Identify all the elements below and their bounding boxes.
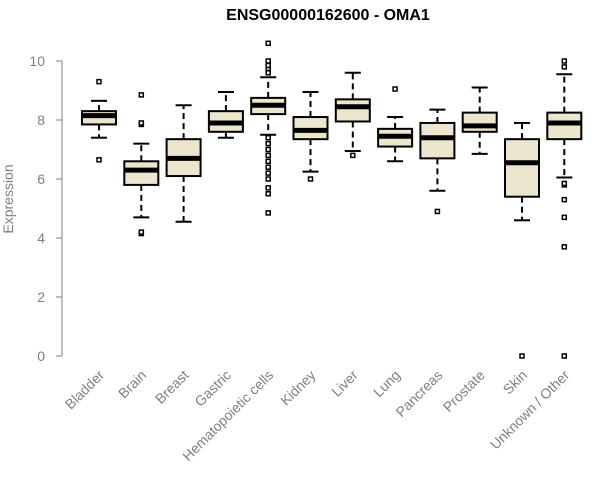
box-prostate: [461, 86, 498, 155]
outlier-point: [561, 353, 568, 359]
y-tick-label: 6: [37, 171, 45, 187]
iqr-box: [504, 138, 540, 198]
iqr-box: [123, 160, 160, 186]
outlier-point: [265, 40, 271, 47]
outlier-point: [265, 191, 271, 197]
outlier-point: [265, 152, 271, 159]
boxes-group: [81, 40, 583, 359]
outlier-point: [561, 196, 568, 203]
iqr-box: [461, 111, 498, 133]
y-axis: 0 2 4 6 8 10: [29, 53, 63, 364]
x-tick-label: Unknown / Other: [487, 367, 573, 453]
outlier-point: [96, 78, 102, 85]
y-tick-label: 4: [37, 230, 45, 246]
outlier-point: [561, 180, 568, 187]
box-kidney: [292, 90, 329, 182]
outlier-point: [265, 140, 271, 147]
outlier-point: [265, 134, 271, 141]
box-skin: [504, 121, 540, 359]
x-tick-label: Prostate: [440, 367, 488, 415]
box-breast: [165, 104, 202, 223]
outlier-point: [265, 176, 271, 182]
outlier-point: [265, 58, 271, 64]
iqr-box: [334, 98, 371, 123]
box-gastric: [207, 90, 244, 139]
y-tick-label: 10: [29, 53, 45, 69]
y-tick-label: 2: [37, 289, 45, 305]
outlier-point: [265, 146, 271, 153]
x-tick-label: Lung: [370, 367, 403, 400]
outlier-point: [392, 86, 398, 92]
outlier-point: [561, 64, 568, 70]
y-tick-label: 8: [37, 112, 45, 128]
box-brain: [123, 92, 160, 237]
x-tick-label: Skin: [500, 367, 531, 398]
y-tick-label: 0: [37, 348, 45, 364]
outlier-point: [307, 176, 314, 182]
outlier-point: [138, 92, 145, 98]
outlier-point: [96, 157, 102, 163]
outlier-point: [265, 158, 271, 165]
iqr-box: [546, 111, 583, 141]
x-tick-label: Bladder: [62, 367, 108, 413]
outlier-point: [265, 210, 271, 216]
outlier-point: [138, 120, 145, 126]
outlier-point: [434, 208, 441, 215]
x-tick-label: Breast: [152, 367, 192, 407]
outlier-point: [561, 58, 568, 64]
x-tick-label: Liver: [328, 367, 361, 400]
iqr-box: [419, 121, 456, 160]
x-tick-label: Kidney: [277, 367, 319, 409]
outlier-point: [265, 164, 271, 170]
box-unknown-other: [546, 58, 583, 359]
outlier-point: [350, 152, 356, 159]
outlier-point: [561, 214, 568, 221]
box-hematopoietic-cells: [250, 40, 287, 216]
y-axis-title: Expression: [0, 164, 16, 233]
outlier-point: [265, 170, 271, 176]
outlier-point: [265, 62, 271, 69]
box-liver: [334, 71, 371, 159]
outlier-point: [138, 229, 145, 235]
box-bladder: [81, 78, 117, 163]
box-lung: [377, 86, 414, 163]
box-pancreas: [419, 108, 456, 215]
x-tick-label: Pancreas: [392, 367, 445, 420]
x-tick-label: Brain: [115, 367, 149, 401]
outlier-point: [265, 70, 271, 76]
chart-title: ENSG00000162600 - OMA1: [226, 7, 430, 24]
outlier-point: [561, 244, 568, 250]
outlier-point: [519, 353, 525, 359]
outlier-point: [265, 185, 271, 191]
